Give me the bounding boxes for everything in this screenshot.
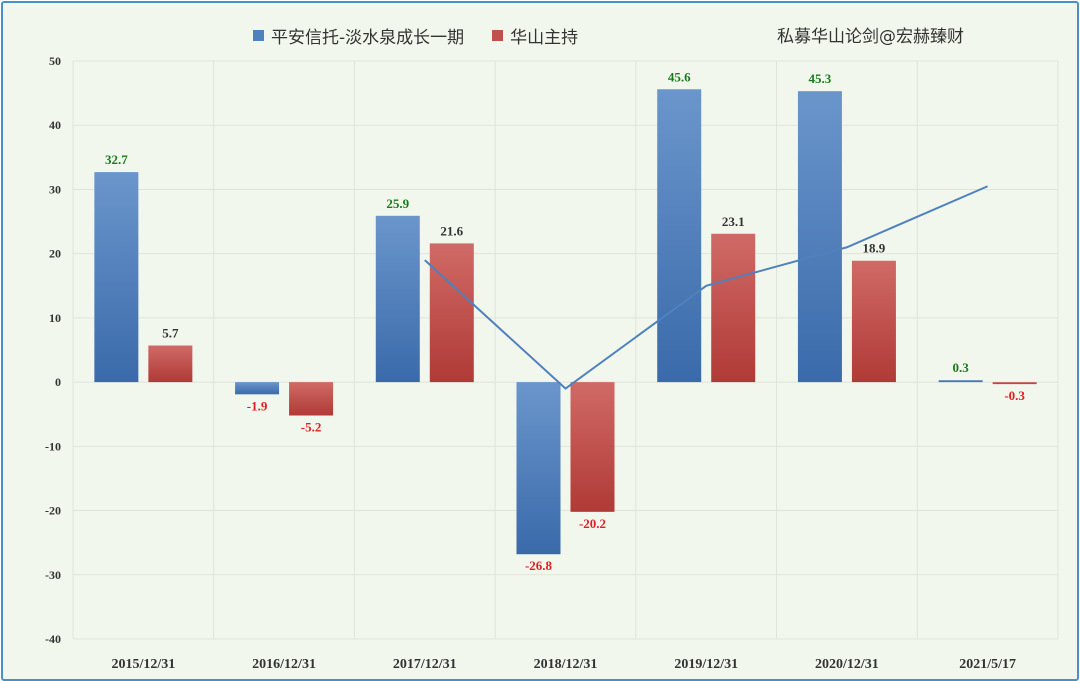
x-tick-label: 2020/12/31	[815, 657, 879, 672]
bar-series-a	[797, 91, 842, 383]
x-tick-label: 2017/12/31	[393, 657, 457, 672]
data-label: -5.2	[301, 420, 322, 435]
data-label: 32.7	[105, 152, 128, 167]
data-label: 0.3	[953, 360, 970, 375]
data-label: 23.1	[722, 214, 745, 229]
bar-series-a	[938, 380, 983, 383]
x-tick-label: 2021/5/17	[959, 657, 1016, 672]
data-label: 18.9	[863, 241, 886, 256]
data-label: 5.7	[162, 326, 179, 341]
y-tick-label: -30	[45, 568, 61, 582]
bar-series-b	[992, 382, 1037, 385]
y-tick-label: 40	[49, 118, 61, 132]
legend-label-series-a: 平安信托-淡水泉成长一期	[271, 28, 465, 48]
data-label: -26.8	[525, 558, 553, 573]
x-tick-label: 2015/12/31	[111, 657, 175, 672]
data-label: -1.9	[247, 398, 268, 413]
bar-series-b	[570, 382, 615, 512]
legend-item-series-a: 平安信托-淡水泉成长一期	[253, 23, 464, 48]
bar-series-a	[375, 215, 420, 383]
data-label: 21.6	[440, 223, 463, 238]
bar-series-a	[235, 382, 280, 395]
bar-series-a	[94, 172, 139, 383]
bar-series-a	[516, 382, 561, 555]
watermark-text: 私募华山论剑@宏赫臻财	[777, 27, 964, 47]
bar-series-b	[711, 233, 756, 383]
trendline	[424, 185, 989, 390]
x-tick-label: 2016/12/31	[252, 657, 316, 672]
y-tick-label: -20	[45, 504, 61, 518]
y-tick-label: 10	[49, 311, 61, 325]
bar-series-a	[657, 89, 702, 383]
legend: 平安信托-淡水泉成长一期 华山主持	[253, 23, 578, 48]
x-tick-label: 2018/12/31	[534, 657, 598, 672]
y-tick-label: 30	[49, 182, 61, 196]
y-tick-label: -40	[45, 632, 61, 646]
bar-series-b	[429, 243, 474, 383]
bar-series-b	[289, 382, 334, 416]
data-label: -0.3	[1004, 388, 1025, 403]
legend-label-series-b: 华山主持	[510, 28, 579, 48]
bar-chart: -40 -30 -20 -10 0 10 20 30 40 50 32.7 -1.9 25.9 -26.8…	[45, 54, 1059, 672]
x-tick-label: 2019/12/31	[674, 657, 738, 672]
y-tick-label: 0	[55, 375, 61, 389]
bar-series-b	[851, 260, 896, 383]
data-label: 45.3	[809, 71, 832, 86]
legend-swatch-blue	[253, 30, 264, 41]
data-label: -20.2	[579, 516, 606, 531]
bar-series-b	[148, 345, 193, 383]
y-tick-label: 20	[49, 247, 61, 261]
legend-swatch-red	[492, 30, 504, 41]
y-tick-label: 50	[49, 54, 61, 68]
data-label: 25.9	[386, 196, 409, 211]
legend-item-series-b: 华山主持	[492, 23, 578, 48]
data-label: 45.6	[668, 69, 691, 84]
y-tick-label: -10	[45, 439, 61, 453]
